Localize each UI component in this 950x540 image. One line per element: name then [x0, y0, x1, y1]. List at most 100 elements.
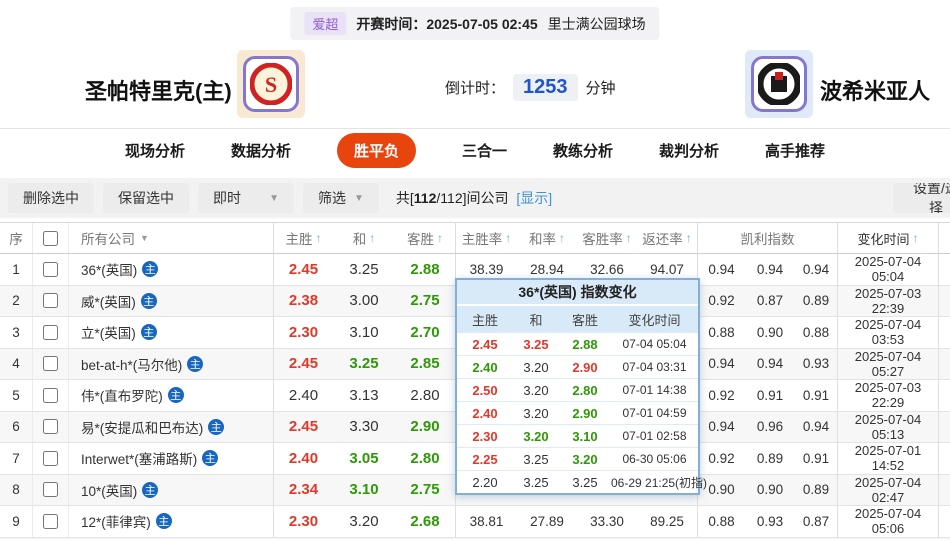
company-name[interactable]: bet-at-h*(马尔他) [81, 357, 183, 373]
home-odds[interactable]: 2.30 [273, 506, 333, 537]
away-odds[interactable]: 2.88 [410, 260, 440, 278]
main-company-icon: 主 [208, 418, 225, 435]
tab-5[interactable]: 裁判分析 [659, 143, 720, 160]
company-name[interactable]: Interwet*(塞浦路斯) [81, 452, 198, 468]
popup-home-odds: 2.45 [472, 336, 498, 352]
home-odds[interactable]: 2.34 [273, 474, 333, 505]
draw-odds[interactable]: 3.13 [349, 386, 379, 404]
draw-odds[interactable]: 3.25 [349, 355, 379, 373]
draw-odds[interactable]: 3.10 [349, 323, 379, 341]
company-cell[interactable]: 10*(英国) 主 [68, 474, 273, 505]
company-cell[interactable]: 伟*(直布罗陀) 主 [68, 380, 273, 411]
tab-4[interactable]: 教练分析 [553, 143, 614, 160]
company-cell[interactable]: 易*(安提瓜和巴布达) 主 [68, 411, 273, 442]
draw-odds[interactable]: 3.20 [349, 512, 379, 530]
home-odds[interactable]: 2.45 [273, 348, 333, 379]
col-change-time[interactable]: 变化时间 ↑ [837, 223, 938, 253]
sort-up-icon: ↑ [369, 231, 376, 245]
home-odds[interactable]: 2.40 [273, 380, 333, 411]
row-checkbox[interactable] [43, 387, 58, 403]
company-cell[interactable]: 威*(英国) 主 [68, 285, 273, 316]
draw-odds[interactable]: 3.00 [349, 292, 379, 310]
sort-up-icon: ↑ [505, 231, 512, 245]
company-cell[interactable]: bet-at-h*(马尔他) 主 [68, 348, 273, 379]
away-odds[interactable]: 2.75 [410, 292, 440, 310]
draw-odds[interactable]: 3.25 [349, 260, 379, 278]
row-checkbox[interactable] [43, 261, 58, 277]
col-return-rate[interactable]: 返还率 ↑ [642, 231, 692, 247]
home-odds[interactable]: 2.45 [273, 411, 333, 442]
kelly-1: 0.94 [697, 411, 745, 442]
col-draw-odds[interactable]: 和 ↑ [352, 231, 376, 247]
company-cell[interactable]: 36*(英国) 主 [68, 254, 273, 285]
home-odds[interactable]: 2.38 [273, 285, 333, 316]
home-odds[interactable]: 2.40 [273, 443, 333, 474]
away-odds[interactable]: 2.90 [410, 418, 440, 436]
kelly-2: 0.91 [756, 387, 784, 403]
company-name[interactable]: 伟*(直布罗陀) [81, 389, 163, 405]
home-odds[interactable]: 2.45 [273, 254, 333, 285]
company-name[interactable]: 威*(英国) [81, 294, 136, 310]
time-filter-dropdown[interactable]: 即时 ▼ [198, 183, 294, 213]
kelly-1: 0.92 [697, 380, 745, 411]
row-checkbox-cell [32, 506, 68, 537]
row-checkbox[interactable] [43, 356, 58, 372]
tab-3[interactable]: 三合一 [461, 143, 507, 160]
col-home-odds[interactable]: 主胜 ↑ [273, 223, 333, 253]
row-seq: 4 [12, 356, 20, 372]
away-odds[interactable]: 2.85 [410, 355, 440, 373]
kelly-2: 0.89 [756, 450, 784, 466]
tab-0[interactable]: 现场分析 [124, 143, 185, 160]
row-checkbox[interactable] [43, 482, 58, 498]
company-cell[interactable]: 立*(英国) 主 [68, 317, 273, 348]
popup-away-odds: 2.90 [572, 359, 598, 375]
select-all-checkbox[interactable] [43, 230, 58, 246]
row-checkbox[interactable] [43, 324, 58, 340]
row-checkbox[interactable] [43, 419, 58, 435]
header-checkbox-cell [32, 223, 68, 253]
company-name[interactable]: 36*(英国) [81, 263, 138, 279]
keep-selected-button[interactable]: 保留选中 [103, 183, 189, 213]
company-name[interactable]: 10*(英国) [81, 483, 138, 499]
kelly-2: 0.90 [756, 482, 784, 498]
tab-6[interactable]: 高手推荐 [765, 143, 826, 160]
col-seq[interactable]: 序 [9, 232, 23, 247]
sort-up-icon: ↑ [625, 231, 632, 245]
tab-1[interactable]: 数据分析 [230, 143, 291, 160]
draw-odds[interactable]: 3.10 [349, 481, 379, 499]
extra-cell [938, 411, 950, 442]
col-company[interactable]: 所有公司 ▼ [68, 223, 273, 253]
row-checkbox[interactable] [43, 450, 58, 466]
col-away-rate[interactable]: 客胜率 ↑ [582, 231, 632, 247]
company-name[interactable]: 易*(安提瓜和巴布达) [81, 420, 204, 436]
countdown-value: 1253 [513, 74, 578, 101]
company-name[interactable]: 立*(英国) [81, 326, 136, 342]
away-odds[interactable]: 2.80 [410, 386, 440, 404]
away-odds[interactable]: 2.80 [410, 449, 440, 467]
row-checkbox[interactable] [43, 513, 58, 529]
popup-change-time: 07-04 05:04 [622, 337, 687, 351]
col-draw-rate[interactable]: 和率 ↑ [529, 231, 565, 247]
show-link[interactable]: [显示] [516, 190, 553, 206]
away-odds[interactable]: 2.75 [410, 481, 440, 499]
company-name[interactable]: 12*(菲律宾) [81, 515, 151, 531]
home-odds[interactable]: 2.30 [273, 317, 333, 348]
away-odds[interactable]: 2.70 [410, 323, 440, 341]
company-cell[interactable]: Interwet*(塞浦路斯) 主 [68, 443, 273, 474]
col-away-odds[interactable]: 客胜 ↑ [407, 231, 443, 247]
filter-dropdown[interactable]: 筛选 ▼ [303, 183, 379, 213]
tab-2[interactable]: 胜平负 [336, 133, 416, 168]
company-cell[interactable]: 12*(菲律宾) 主 [68, 506, 273, 537]
delete-selected-button[interactable]: 删除选中 [8, 183, 94, 213]
kickoff-time: 2025-07-05 02:45 [426, 15, 538, 32]
col-home-rate[interactable]: 主胜率 ↑ [455, 223, 517, 253]
row-checkbox-cell [32, 411, 68, 442]
league-badge[interactable]: 爱超 [304, 12, 347, 35]
away-odds[interactable]: 2.68 [410, 512, 440, 530]
settings-columns-button[interactable]: 设置/选择 [893, 183, 950, 213]
draw-odds[interactable]: 3.05 [349, 449, 379, 467]
kelly-1: 0.88 [697, 506, 745, 537]
popup-draw-odds: 3.25 [523, 336, 549, 352]
draw-odds[interactable]: 3.30 [349, 418, 379, 436]
row-checkbox[interactable] [43, 293, 58, 309]
